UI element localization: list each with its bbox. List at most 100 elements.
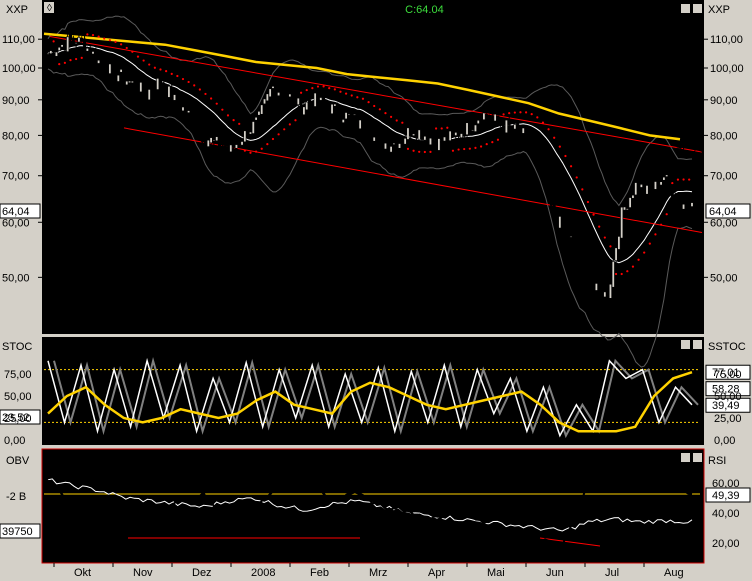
candle-body xyxy=(653,181,657,190)
candle-body xyxy=(243,130,247,143)
sar-dot xyxy=(52,40,55,43)
candle-body xyxy=(150,87,154,91)
price-tick-label: 80,00 xyxy=(2,130,30,142)
candle-body xyxy=(516,123,520,130)
sar-dot xyxy=(423,150,426,154)
candle-body xyxy=(533,152,537,157)
trend-channel-upper xyxy=(49,35,703,153)
sar-dot xyxy=(671,181,674,185)
sar-dot xyxy=(463,147,466,151)
price-right-tag: XXP xyxy=(708,4,730,16)
candle-body xyxy=(218,136,222,148)
candle-body xyxy=(563,223,567,230)
candle-body xyxy=(240,141,244,146)
obv-axis: 20,00 40,00 60,00 -2 B xyxy=(6,478,740,550)
obv-maximize-icon[interactable] xyxy=(681,453,690,462)
candle-body xyxy=(608,283,612,299)
candle-body xyxy=(566,227,570,238)
candle-body xyxy=(620,206,624,239)
candle-body xyxy=(513,124,517,130)
stoch-panel xyxy=(42,337,704,445)
sar-dot xyxy=(575,176,578,179)
obv-trend-line xyxy=(539,537,601,547)
price-panel-buttons[interactable] xyxy=(681,4,702,13)
candle-body xyxy=(423,135,427,141)
stoch-tick-label: 75,00 xyxy=(4,369,32,381)
watermark: www.tradesignalonline.com xyxy=(57,19,179,30)
stoch-signal-line xyxy=(47,371,693,433)
candle-body xyxy=(158,78,162,84)
candle-body xyxy=(459,133,463,139)
obv-close-icon[interactable] xyxy=(693,453,702,462)
candle-body xyxy=(479,118,483,122)
candle-body xyxy=(589,278,593,284)
candle-body xyxy=(336,105,340,116)
sar-dot xyxy=(682,178,685,181)
candle-body xyxy=(414,135,418,139)
candle-body xyxy=(353,114,357,116)
candle-body xyxy=(74,42,78,44)
sar-dot xyxy=(429,150,432,153)
stoch-last-tag: 23,52 xyxy=(0,409,41,425)
stoch-right-tags: 77,01 58,28 39,49 xyxy=(705,364,751,413)
sar-dot xyxy=(676,178,680,181)
candle-body xyxy=(296,97,300,105)
x-tick-label: Nov xyxy=(133,567,153,579)
candle-body xyxy=(142,83,146,93)
price-tick-label: 50,00 xyxy=(2,272,30,284)
x-tick-label: Aug xyxy=(664,567,684,579)
stoch-maximize-icon[interactable] xyxy=(681,340,690,349)
chart-menu-icon[interactable] xyxy=(44,2,54,13)
sar-dot xyxy=(536,116,539,119)
candle-body xyxy=(645,185,649,195)
sar-dot xyxy=(153,66,156,69)
stoch-tick-label: 0,00 xyxy=(4,435,25,447)
candle-body xyxy=(639,184,643,188)
stoch-tick-label: 0,00 xyxy=(714,435,735,447)
candle-body xyxy=(327,106,331,114)
sar-dot xyxy=(440,127,443,130)
candle-body xyxy=(406,127,410,140)
candle-body xyxy=(102,65,106,74)
candle-body xyxy=(572,234,576,241)
candle-body xyxy=(111,64,115,66)
candle-body xyxy=(603,291,607,298)
sar-dot xyxy=(378,108,381,111)
candle-body xyxy=(310,104,314,108)
sar-dot xyxy=(457,148,460,151)
sar-dot xyxy=(361,97,365,100)
price-close-icon[interactable] xyxy=(693,4,702,13)
candle-body xyxy=(344,112,348,120)
candle-body xyxy=(341,119,345,123)
candle-body xyxy=(476,119,480,125)
sar-dot xyxy=(412,149,415,152)
candle-body xyxy=(237,142,241,145)
sar-dot xyxy=(165,69,168,73)
price-maximize-icon[interactable] xyxy=(681,4,690,13)
stoch-close-icon[interactable] xyxy=(693,340,702,349)
stoch-panel-buttons[interactable] xyxy=(681,340,702,349)
sar-dot xyxy=(305,88,308,92)
candle-body xyxy=(473,124,477,132)
candle-body xyxy=(457,133,461,137)
candle-body xyxy=(490,116,494,119)
candle-body xyxy=(437,138,441,151)
candle-body xyxy=(403,138,407,145)
candle-body xyxy=(409,127,413,136)
obv-panel-buttons[interactable] xyxy=(681,453,702,462)
candle-body xyxy=(268,88,272,98)
stoch-tick-label: 50,00 xyxy=(4,391,32,403)
sar-dot xyxy=(333,88,336,91)
candle-body xyxy=(637,181,641,191)
sar-dot xyxy=(114,40,117,43)
sar-dot xyxy=(406,147,410,150)
sar-dot xyxy=(120,43,123,46)
stoch-k-line xyxy=(47,357,693,438)
candle-body xyxy=(597,281,601,290)
candle-body xyxy=(52,52,56,56)
candle-body xyxy=(178,105,182,111)
sar-dot xyxy=(401,121,404,124)
candle-body xyxy=(189,111,193,117)
candle-body xyxy=(226,146,230,151)
